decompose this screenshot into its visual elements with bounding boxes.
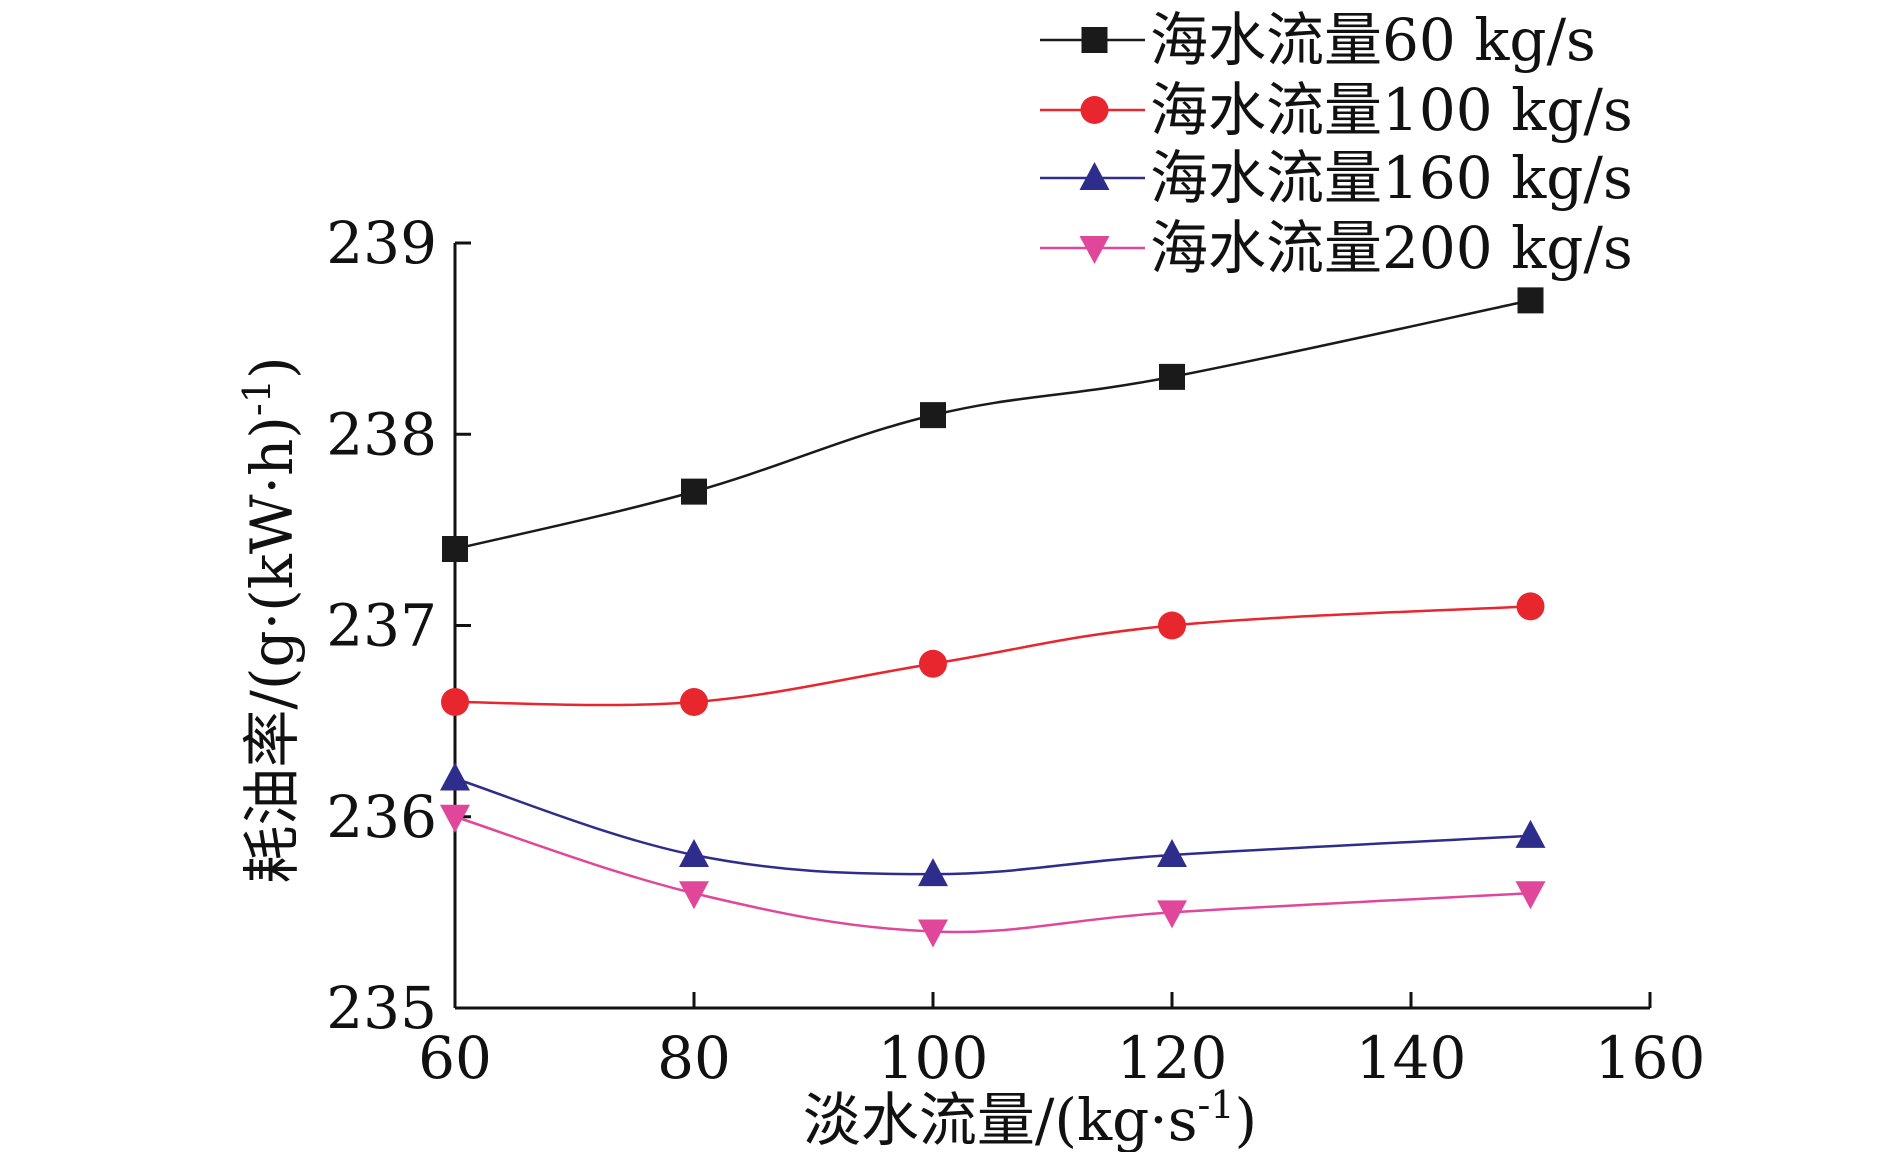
x-axis-title: 淡水流量/(kg·s-1)	[803, 1083, 1257, 1152]
x-tick-label: 100	[878, 1024, 989, 1092]
x-tick-label: 60	[418, 1024, 492, 1092]
data-point	[442, 536, 468, 562]
data-point	[1157, 900, 1187, 929]
legend-entry-2: 海水流量100 kg/s	[1040, 76, 1633, 144]
x-tick-label: 140	[1356, 1024, 1467, 1092]
data-point	[1515, 881, 1546, 910]
series-3	[440, 762, 1546, 887]
data-point	[681, 478, 707, 505]
data-point	[679, 881, 709, 910]
legend-entry-3: 海水流量160 kg/s	[1040, 144, 1633, 212]
data-point	[679, 839, 709, 867]
legend-label: 海水流量60 kg/s	[1150, 6, 1596, 74]
data-point	[920, 402, 946, 429]
data-point	[1517, 287, 1544, 314]
legend-entry-1: 海水流量60 kg/s	[1040, 6, 1596, 74]
series-line	[454, 299, 1531, 551]
legend-label: 海水流量160 kg/s	[1150, 144, 1633, 212]
series-layer	[440, 287, 1546, 948]
data-point	[1515, 819, 1546, 848]
data-point	[919, 649, 947, 678]
data-point	[440, 762, 470, 791]
y-tick-label: 235	[326, 974, 437, 1042]
legend-marker	[1080, 96, 1109, 124]
series-4	[440, 804, 1546, 948]
data-point	[918, 858, 948, 887]
data-point	[1159, 363, 1185, 390]
legend-marker	[1079, 162, 1110, 190]
y-tick-label: 239	[326, 209, 437, 277]
legend-marker	[1079, 236, 1110, 264]
data-point	[680, 688, 708, 716]
y-tick-label: 237	[326, 592, 437, 660]
y-tick-label: 238	[326, 400, 437, 468]
series-1	[442, 287, 1544, 562]
legend-marker	[1081, 27, 1108, 53]
series-line	[454, 605, 1531, 707]
series-2	[441, 592, 1545, 716]
data-point	[1158, 611, 1186, 640]
legend-label: 海水流量100 kg/s	[1150, 76, 1633, 144]
legend-label: 海水流量200 kg/s	[1150, 214, 1633, 282]
data-point	[918, 919, 948, 948]
x-tick-label: 80	[657, 1024, 731, 1092]
x-tick-label: 120	[1117, 1024, 1228, 1092]
data-point	[1157, 839, 1187, 867]
x-tick-label: 160	[1595, 1024, 1706, 1092]
axes-layer: 235 236 237 238 239 60 80 100 120 140 160	[326, 209, 1705, 1092]
series-line	[454, 777, 1531, 876]
data-point	[1516, 592, 1545, 621]
y-axis-title: 耗油率/(g·(kW·h)-1)	[235, 356, 306, 883]
data-point	[441, 688, 469, 716]
y-tick-label: 236	[326, 783, 437, 851]
legend-entry-4: 海水流量200 kg/s	[1040, 214, 1633, 282]
data-point	[440, 804, 470, 833]
